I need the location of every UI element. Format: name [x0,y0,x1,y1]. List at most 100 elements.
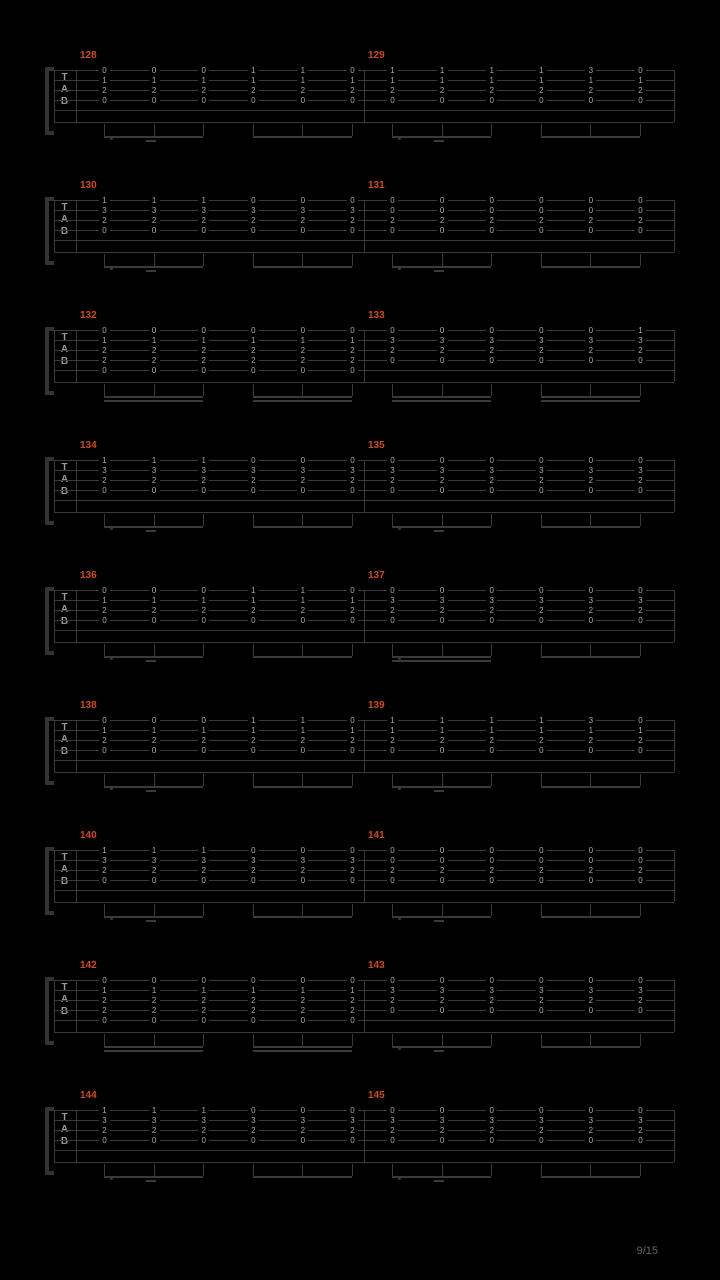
fret-number: 0 [248,486,259,495]
fret-number: 0 [437,226,448,235]
note-stem [442,774,443,786]
barline [674,460,675,512]
fret-number: 0 [149,366,160,375]
barline [54,330,55,382]
fret-number: 0 [585,356,596,365]
fret-number: 0 [347,96,358,105]
barline [364,590,365,642]
note-stem [541,384,542,396]
fret-number: 1 [99,596,110,605]
fret-number: 3 [149,856,160,865]
note-stem [640,774,641,786]
barline [674,850,675,902]
string-line [54,252,674,253]
fret-number: 2 [149,1126,160,1135]
note-stem [392,514,393,526]
note-stem [392,904,393,916]
fret-number: 2 [536,476,547,485]
note-stem [302,1034,303,1046]
fret-number: 0 [635,856,646,865]
rhythm-dot [398,1177,401,1180]
barline [364,1110,365,1162]
fret-number: 0 [387,616,398,625]
fret-number: 2 [486,346,497,355]
fret-number: 2 [437,736,448,745]
fret-number: 0 [387,1006,398,1015]
fret-number: 2 [347,606,358,615]
fret-number: 1 [297,596,308,605]
note-stem [302,774,303,786]
string-line [54,1032,674,1033]
measure-number: 142 [80,960,97,971]
fret-number: 2 [248,996,259,1005]
fret-number: 3 [585,66,596,75]
fret-number: 0 [99,96,110,105]
fret-number: 2 [99,866,110,875]
rhythm-dot [110,267,113,270]
fret-number: 1 [486,76,497,85]
fret-number: 3 [536,466,547,475]
fret-number: 2 [536,736,547,745]
barline [76,330,77,382]
fret-number: 2 [99,476,110,485]
beam [253,916,352,918]
fret-number: 0 [437,1106,448,1115]
note-stem [392,774,393,786]
fret-number: 0 [149,746,160,755]
fret-number: 2 [387,476,398,485]
fret-number: 0 [99,746,110,755]
fret-number: 0 [99,366,110,375]
fret-number: 3 [387,986,398,995]
fret-number: 2 [198,1006,209,1015]
measure-number: 131 [368,180,385,191]
fret-number: 0 [387,976,398,985]
barline [364,200,365,252]
note-stem [392,124,393,136]
fret-number: 1 [248,726,259,735]
beam [146,530,156,532]
fret-number: 2 [347,1126,358,1135]
fret-number: 3 [437,336,448,345]
fret-number: 0 [198,1016,209,1025]
fret-number: 0 [536,206,547,215]
fret-number: 0 [347,976,358,985]
system-bracket [45,327,54,395]
rhythm-dot [110,137,113,140]
fret-number: 2 [437,1126,448,1135]
beam [541,136,640,138]
page-number: 9/15 [637,1245,658,1257]
fret-number: 1 [198,76,209,85]
note-stem [442,124,443,136]
fret-number: 3 [635,466,646,475]
fret-number: 0 [437,846,448,855]
fret-number: 0 [536,586,547,595]
fret-number: 0 [536,326,547,335]
fret-number: 3 [437,1116,448,1125]
fret-number: 0 [387,206,398,215]
staff [54,70,674,122]
fret-number: 2 [585,346,596,355]
fret-number: 0 [248,326,259,335]
note-stem [392,384,393,396]
beam [146,790,156,792]
fret-number: 3 [149,1116,160,1125]
fret-number: 0 [585,326,596,335]
fret-number: 0 [437,976,448,985]
beam [392,916,491,918]
fret-number: 0 [486,206,497,215]
fret-number: 3 [99,466,110,475]
fret-number: 0 [536,486,547,495]
fret-number: 0 [635,1106,646,1115]
fret-number: 3 [149,466,160,475]
fret-number: 2 [99,356,110,365]
note-stem [352,514,353,526]
fret-number: 2 [387,866,398,875]
fret-number: 0 [198,976,209,985]
staff [54,590,674,642]
fret-number: 2 [536,866,547,875]
fret-number: 0 [635,716,646,725]
beam [434,1050,444,1052]
fret-number: 2 [585,476,596,485]
note-stem [541,904,542,916]
fret-number: 2 [536,216,547,225]
